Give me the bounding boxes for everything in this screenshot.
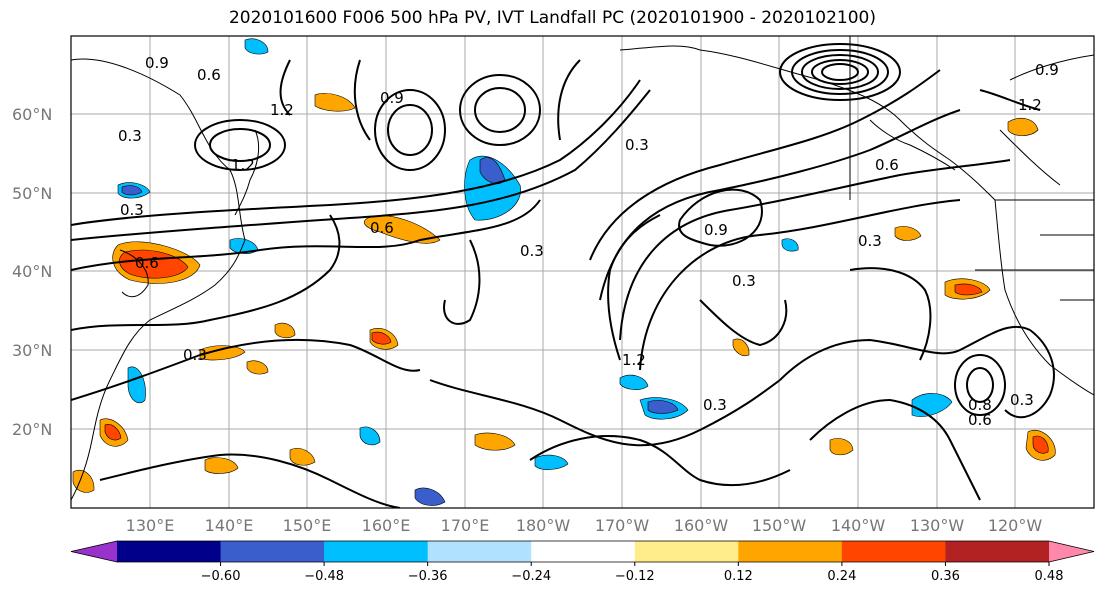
colorbar-tick-label: −0.36 (408, 569, 448, 584)
svg-text:160°W: 160°W (674, 516, 729, 535)
svg-text:1.2: 1.2 (270, 101, 294, 119)
colorbar-segment (841, 541, 946, 562)
svg-text:0.6: 0.6 (197, 66, 221, 84)
colorbar-tick-label: 0.36 (931, 569, 960, 584)
svg-text:0.3: 0.3 (732, 272, 756, 290)
svg-text:0.9: 0.9 (145, 54, 169, 72)
colorbar-segment (634, 541, 739, 562)
svg-text:130°E: 130°E (126, 516, 175, 535)
colorbar-segment (945, 541, 1050, 562)
colorbar-extend-right (1049, 541, 1094, 562)
ivt-contours (71, 43, 1055, 508)
colorbar-segment (738, 541, 843, 562)
svg-text:0.3: 0.3 (520, 242, 544, 260)
contour-labels: 0.9 0.6 1.2 0.3 0.9 1.2 0.3 0.6 0.3 0.3 … (118, 54, 1059, 429)
svg-text:0.6: 0.6 (875, 156, 899, 174)
coastlines (71, 36, 1094, 501)
svg-text:1.2: 1.2 (231, 156, 255, 174)
svg-text:0.9: 0.9 (1035, 61, 1059, 79)
svg-text:60°N: 60°N (12, 105, 52, 124)
svg-text:0.9: 0.9 (704, 221, 728, 239)
svg-text:0.3: 0.3 (118, 127, 142, 145)
map-title: 2020101600 F006 500 hPa PV, IVT Landfall… (228, 8, 876, 28)
svg-text:170°E: 170°E (441, 516, 490, 535)
colorbar-segment (117, 541, 222, 562)
svg-text:0.6: 0.6 (968, 411, 992, 429)
svg-text:0.3: 0.3 (703, 396, 727, 414)
colorbar-segment (220, 541, 325, 562)
colorbar (70, 540, 1095, 563)
pv-filled-anomalies (72, 38, 1056, 506)
map-frame (70, 35, 1095, 509)
svg-text:50°N: 50°N (12, 184, 52, 203)
svg-text:0.8: 0.8 (968, 396, 992, 414)
svg-text:1.2: 1.2 (1018, 96, 1042, 114)
colorbar-tick-label: −0.24 (511, 569, 551, 584)
svg-text:1.2: 1.2 (622, 351, 646, 369)
svg-text:30°N: 30°N (12, 341, 52, 360)
svg-text:40°N: 40°N (12, 262, 52, 281)
longitude-labels: 130°E 140°E 150°E 160°E 170°E 180°W 170°… (126, 516, 1043, 535)
colorbar-tick-label: −0.48 (304, 569, 344, 584)
colorbar-tick-label: 0.48 (1035, 569, 1064, 584)
svg-text:140°E: 140°E (205, 516, 254, 535)
colorbar-segment (531, 541, 636, 562)
svg-text:160°E: 160°E (362, 516, 411, 535)
latitude-labels: 60°N 50°N 40°N 30°N 20°N (12, 105, 52, 439)
svg-text:120°W: 120°W (988, 516, 1043, 535)
svg-text:20°N: 20°N (12, 420, 52, 439)
svg-text:170°W: 170°W (595, 516, 650, 535)
svg-text:180°W: 180°W (516, 516, 571, 535)
colorbar-tick-label: 0.12 (724, 569, 753, 584)
svg-text:0.3: 0.3 (120, 201, 144, 219)
colorbar-segment (324, 541, 429, 562)
svg-text:150°W: 150°W (752, 516, 807, 535)
svg-text:0.3: 0.3 (858, 232, 882, 250)
colorbar-tick-label: −0.12 (615, 569, 655, 584)
svg-text:0.3: 0.3 (183, 346, 207, 364)
svg-text:0.3: 0.3 (625, 136, 649, 154)
colorbar-extend-left (71, 541, 117, 562)
svg-text:130°W: 130°W (910, 516, 965, 535)
svg-text:150°E: 150°E (283, 516, 332, 535)
colorbar-tick-labels: −0.60 −0.48 −0.36 −0.24 −0.12 0.12 0.24 0.36 0.4… (201, 562, 1064, 584)
colorbar-outline (70, 540, 1095, 563)
svg-text:0.6: 0.6 (370, 219, 394, 237)
svg-text:140°W: 140°W (831, 516, 886, 535)
svg-text:0.9: 0.9 (380, 89, 404, 107)
map-background (71, 36, 1094, 508)
colorbar-segment (427, 541, 532, 562)
colorbar-tick-label: 0.24 (827, 569, 856, 584)
svg-text:0.3: 0.3 (1010, 391, 1034, 409)
colorbar-tick-label: −0.60 (201, 569, 241, 584)
svg-text:0.6: 0.6 (135, 254, 159, 272)
